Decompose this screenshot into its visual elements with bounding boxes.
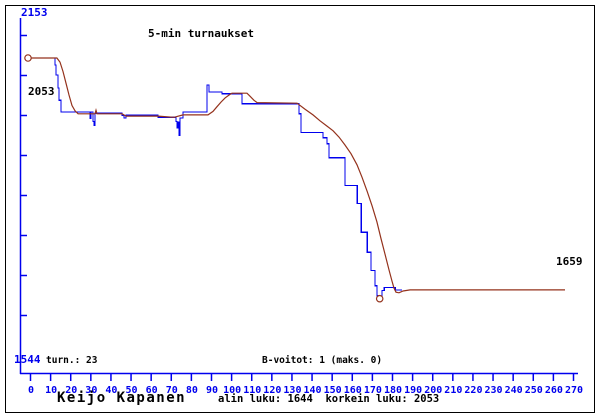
y-max-label: 2153	[21, 6, 48, 19]
x-tick-label: 140	[304, 385, 322, 396]
x-tick-label: 80	[186, 385, 198, 396]
x-tick-label: 180	[384, 385, 402, 396]
trend-line	[28, 57, 565, 294]
y-min-label: 1544	[14, 353, 41, 366]
x-tick-label: 60	[146, 385, 158, 396]
player-name: Keijo Kapanen	[57, 390, 187, 406]
x-tick-label: 210	[444, 385, 462, 396]
rating-line	[30, 57, 403, 299]
x-tick-label: 220	[464, 385, 482, 396]
tournaments-label: turn.: 23	[46, 355, 98, 366]
x-tick-label: 150	[324, 385, 342, 396]
x-tick-label: 20	[65, 385, 77, 396]
x-tick-label: 120	[263, 385, 281, 396]
x-tick-label: 40	[105, 385, 117, 396]
x-tick-label: 0	[28, 385, 34, 396]
x-tick-label: 200	[424, 385, 442, 396]
stats-summary: alin luku: 1644 korkein luku: 2053	[218, 393, 440, 405]
x-tick-label: 160	[344, 385, 362, 396]
b-wins-label: B-voitot: 1 (maks. 0)	[262, 355, 383, 366]
x-tick-label: 260	[545, 385, 563, 396]
x-tick-label: 110	[243, 385, 261, 396]
x-tick-label: 30	[85, 385, 97, 396]
page-border	[5, 5, 595, 413]
x-tick-label: 90	[206, 385, 218, 396]
x-tick-label: 190	[404, 385, 422, 396]
x-tick-label: 70	[166, 385, 178, 396]
x-tick-label: 170	[364, 385, 382, 396]
min-marker	[375, 294, 384, 303]
x-tick-label: 240	[505, 385, 523, 396]
x-tick-label: 100	[223, 385, 241, 396]
x-tick-label: 130	[283, 385, 301, 396]
end-value-label: 1659	[556, 255, 583, 268]
x-tick-label: 10	[45, 385, 57, 396]
start-marker	[24, 54, 32, 62]
start-value-label: 2053	[28, 85, 55, 98]
chart-title: 5-min turnaukset	[148, 27, 254, 40]
x-tick-label: 270	[565, 385, 583, 396]
x-tick-label: 250	[525, 385, 543, 396]
x-tick-label: 50	[126, 385, 138, 396]
x-tick-label: 230	[485, 385, 503, 396]
